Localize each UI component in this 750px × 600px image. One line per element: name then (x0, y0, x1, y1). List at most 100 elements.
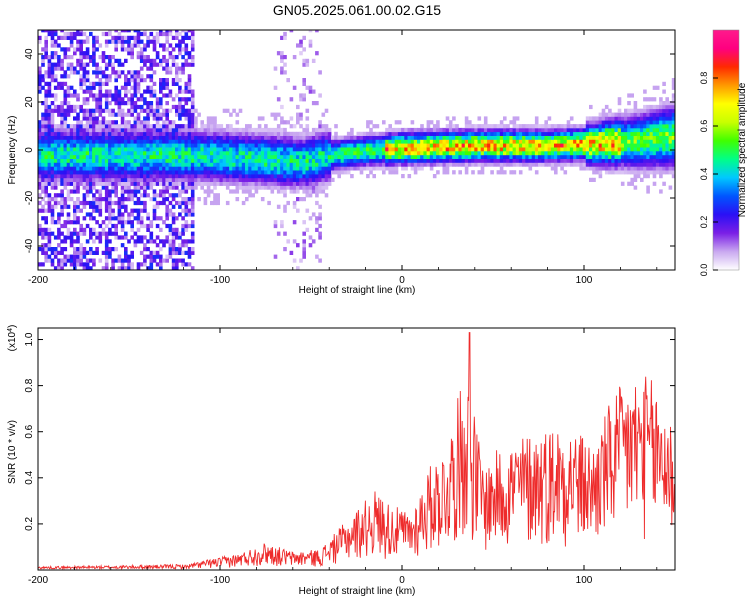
heatmap-cell (73, 70, 77, 75)
heatmap-cell (515, 143, 520, 148)
heatmap-cell (305, 58, 310, 63)
heatmap-cell (531, 127, 536, 133)
heatmap-cell (550, 154, 555, 159)
heatmap-cell (85, 258, 90, 263)
heatmap-cell (579, 154, 583, 159)
heatmap-cell (292, 131, 297, 136)
heatmap-cell (60, 158, 64, 163)
heatmap-cell (69, 31, 74, 37)
heatmap-cell (149, 112, 154, 117)
heatmap-cell (171, 143, 176, 148)
heatmap-cell (598, 127, 603, 133)
heatmap-cell (57, 231, 61, 236)
heatmap-cell (165, 58, 169, 63)
heatmap-cell (194, 139, 198, 144)
heatmap-cell (162, 127, 166, 133)
heatmap-cell (95, 177, 99, 182)
heatmap-cell (372, 174, 376, 179)
heatmap-cell (627, 143, 631, 148)
heatmap-cell (89, 212, 93, 217)
heatmap-cell (79, 231, 83, 236)
heatmap-cell (178, 124, 182, 129)
heatmap-cell (47, 112, 52, 117)
heatmap-cell (604, 170, 609, 175)
heatmap-cell (69, 158, 74, 163)
heatmap-cell (210, 174, 214, 179)
heatmap-cell (152, 177, 157, 182)
heatmap-cell (146, 170, 150, 175)
heatmap-cell (627, 131, 631, 136)
heatmap-cell (343, 143, 348, 148)
heatmap-cell (104, 181, 109, 186)
heatmap-cell (159, 181, 163, 186)
heatmap-cell (652, 143, 657, 148)
heatmap-cell (85, 124, 90, 129)
heatmap-cell (76, 174, 80, 179)
heatmap-cell (302, 58, 306, 63)
heatmap-cell (668, 108, 673, 113)
heatmap-cell (671, 151, 675, 156)
heatmap-cell (445, 147, 450, 152)
heatmap-cell (318, 216, 322, 221)
heatmap-cell (130, 235, 134, 240)
heatmap-cell (264, 158, 268, 163)
heatmap-cell (120, 266, 125, 270)
heatmap-cell (257, 147, 262, 152)
heatmap-cell (245, 197, 249, 202)
heatmap-cell (213, 120, 217, 125)
heatmap-cell (171, 204, 176, 209)
heatmap-cell (659, 151, 663, 156)
heatmap-cell (238, 174, 243, 179)
heatmap-cell (308, 143, 313, 148)
heatmap-cell (184, 158, 189, 163)
heatmap-cell (391, 158, 396, 163)
heatmap-cell (624, 120, 628, 125)
heatmap-cell (601, 139, 606, 144)
heatmap-cell (165, 239, 169, 244)
heatmap-cell (127, 70, 131, 75)
heatmap-cell (165, 70, 169, 75)
heatmap-cell (101, 162, 106, 167)
heatmap-cell (655, 151, 660, 156)
heatmap-cell (404, 143, 408, 148)
heatmap-cell (318, 204, 322, 209)
heatmap-cell (554, 154, 558, 159)
heatmap-cell (630, 135, 634, 140)
heatmap-cell (598, 139, 603, 144)
heatmap-cell (162, 220, 166, 225)
heatmap-cell (82, 127, 87, 133)
heatmap-cell (162, 147, 166, 152)
heatmap-cell (585, 151, 590, 156)
heatmap-cell (286, 139, 290, 144)
heatmap-cell (528, 124, 533, 129)
heatmap-cell (168, 154, 173, 159)
heatmap-cell (184, 200, 189, 206)
heatmap-cell (557, 147, 561, 152)
heatmap-cell (85, 112, 90, 117)
heatmap-cell (655, 108, 660, 113)
heatmap-cell (248, 166, 252, 171)
heatmap-cell (554, 166, 558, 171)
heatmap-cell (601, 162, 606, 167)
heatmap-cell (95, 220, 99, 225)
heatmap-cell (563, 139, 568, 144)
heatmap-cell (63, 177, 68, 182)
heatmap-cell (175, 112, 179, 117)
heatmap-cell (171, 127, 176, 133)
heatmap-cell (108, 120, 112, 125)
heatmap-cell (117, 112, 122, 117)
heatmap-cell (92, 193, 96, 198)
heatmap-cell (79, 135, 83, 140)
heatmap-cell (248, 131, 252, 136)
heatmap-cell (149, 239, 154, 244)
heatmap-cell (104, 97, 109, 102)
heatmap-cell (659, 120, 663, 125)
heatmap-cell (82, 31, 87, 37)
heatmap-cell (168, 127, 173, 133)
heatmap-cell (181, 223, 185, 229)
heatmap-cell (305, 135, 310, 140)
heatmap-cell (101, 116, 106, 121)
heatmap-cell (292, 139, 297, 144)
heatmap-cell (614, 120, 619, 125)
heatmap-cell (652, 85, 657, 90)
